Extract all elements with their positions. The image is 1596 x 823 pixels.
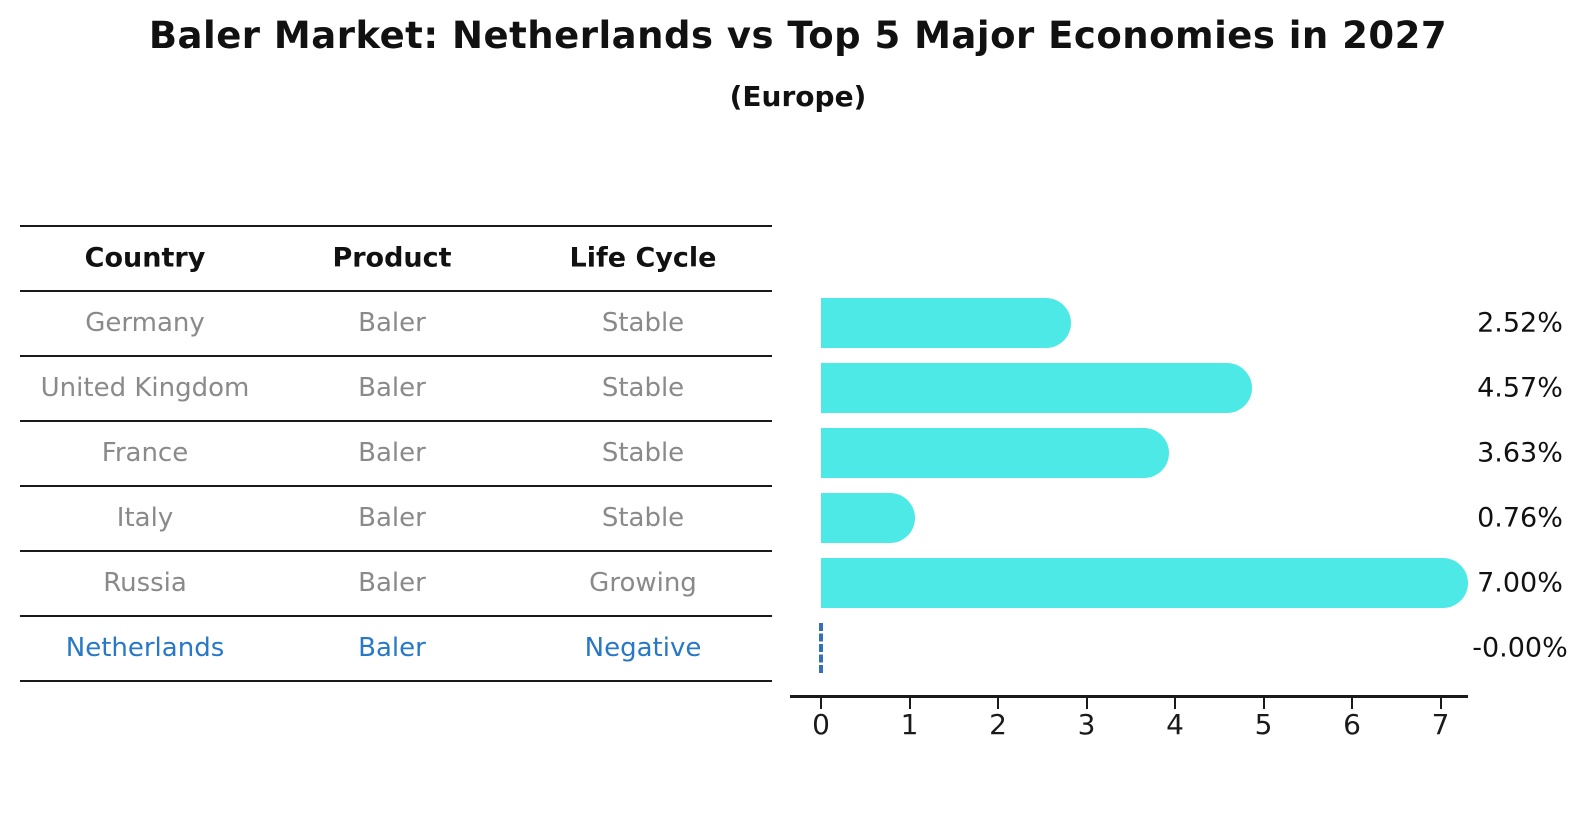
table-rule [20, 615, 772, 617]
x-axis-tick-label: 3 [1077, 708, 1096, 741]
table-cell-life-cycle: Growing [589, 567, 697, 598]
x-axis-tick-label: 2 [989, 708, 1007, 741]
table-cell-country: Italy [116, 502, 174, 533]
x-axis-tick-label: 1 [900, 708, 919, 741]
bar-germany [821, 297, 1071, 348]
table-cell-country: France [101, 437, 189, 468]
bar-value-label: 7.00% [1477, 567, 1563, 598]
bar-value-label: 3.63% [1477, 437, 1563, 468]
bar-russia [821, 557, 1468, 608]
x-axis-tick [1351, 698, 1353, 709]
col-header-life-cycle: Life Cycle [569, 242, 717, 274]
bar-value-label: -0.00% [1472, 632, 1568, 663]
table-cell-country: Netherlands [65, 632, 225, 663]
table-cell-country: Russia [103, 567, 187, 598]
x-axis-tick [1439, 698, 1442, 709]
table-cell-country: Germany [85, 307, 205, 338]
table-cell-life-cycle: Stable [601, 437, 685, 468]
x-axis-tick [1262, 698, 1265, 709]
x-axis-tick [820, 698, 822, 709]
table-rule [20, 420, 772, 422]
bar-value-label: 4.57% [1477, 372, 1563, 403]
table-cell-product: Baler [358, 632, 426, 663]
bar-value-label: 0.76% [1477, 502, 1563, 533]
table-cell-product: Baler [358, 372, 426, 403]
col-header-country: Country [84, 242, 206, 274]
x-axis-tick-label: 4 [1166, 708, 1184, 741]
table-cell-country: United Kingdom [40, 372, 250, 403]
table-rule [20, 680, 772, 682]
table-rule [20, 485, 772, 487]
table-rule [20, 355, 772, 357]
table-cell-product: Baler [358, 437, 426, 468]
chart-subtitle: (Europe) [729, 80, 867, 113]
table-rule [20, 550, 772, 552]
table-cell-product: Baler [358, 567, 426, 598]
bar-netherlands-zero-dashed-line [819, 622, 823, 673]
table-cell-life-cycle: Stable [601, 502, 685, 533]
table-cell-life-cycle: Stable [601, 307, 685, 338]
x-axis [790, 695, 1468, 698]
col-header-product: Product [332, 242, 452, 274]
table-cell-product: Baler [358, 307, 426, 338]
x-axis-tick-label: 7 [1431, 708, 1450, 741]
x-axis-tick [997, 698, 999, 709]
x-axis-tick-label: 6 [1343, 708, 1361, 741]
bar-italy [821, 492, 915, 543]
table-cell-life-cycle: Stable [601, 372, 685, 403]
table-rule [20, 290, 772, 292]
table-cell-life-cycle: Negative [584, 632, 702, 663]
table-rule [20, 225, 772, 227]
bar-united-kingdom [821, 362, 1252, 413]
table-cell-product: Baler [358, 502, 426, 533]
x-axis-tick-label: 0 [812, 708, 830, 741]
x-axis-tick [908, 698, 911, 709]
chart-title: Baler Market: Netherlands vs Top 5 Major… [148, 14, 1448, 57]
bar-france [821, 427, 1169, 478]
x-axis-tick [1174, 698, 1176, 709]
bar-value-label: 2.52% [1477, 307, 1563, 338]
x-axis-tick-label: 5 [1254, 708, 1273, 741]
x-axis-tick [1085, 698, 1088, 709]
